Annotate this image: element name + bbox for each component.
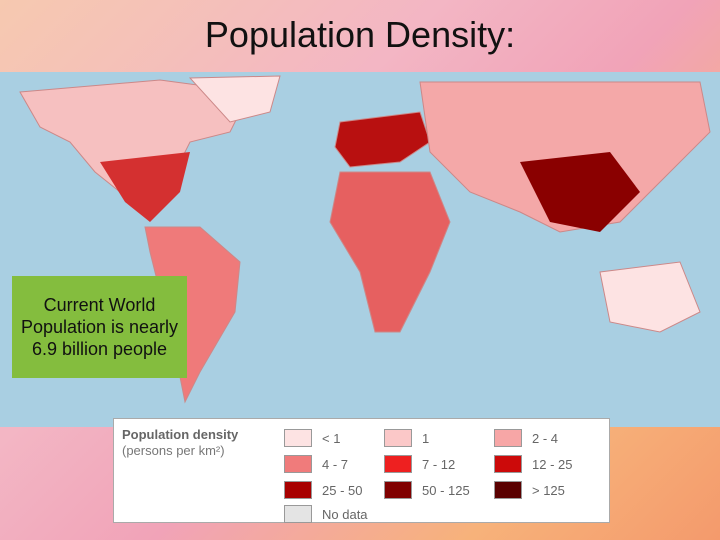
south-america — [144, 226, 241, 404]
legend-label: 25 - 50 — [322, 482, 363, 498]
legend-label: 12 - 25 — [532, 456, 573, 472]
legend-label: 1 — [422, 430, 430, 446]
legend-label: 4 - 7 — [322, 456, 349, 472]
legend-item: 2 - 4 — [494, 429, 558, 447]
legend-item: 25 - 50 — [284, 481, 362, 499]
europe — [334, 111, 431, 168]
legend-item: 12 - 25 — [494, 455, 572, 473]
legend-swatch — [384, 429, 412, 447]
legend: Population density (persons per km²) < 1… — [113, 418, 610, 523]
legend-swatch — [384, 481, 412, 499]
legend-swatch — [284, 481, 312, 499]
legend-swatch — [284, 455, 312, 473]
legend-item: 7 - 12 — [384, 455, 455, 473]
legend-swatch — [284, 505, 312, 523]
legend-label: 50 - 125 — [422, 482, 470, 498]
legend-label: 2 - 4 — [532, 430, 559, 446]
legend-swatch — [284, 429, 312, 447]
legend-item: 4 - 7 — [284, 455, 348, 473]
legend-item: < 1 — [284, 429, 340, 447]
callout: Current World Population is nearly 6.9 b… — [12, 276, 187, 378]
legend-item: 1 — [384, 429, 429, 447]
legend-title: Population density — [122, 427, 239, 442]
legend-swatch — [494, 429, 522, 447]
legend-swatch — [384, 455, 412, 473]
legend-swatch — [494, 455, 522, 473]
asia-dense — [520, 152, 640, 232]
legend-swatch — [494, 481, 522, 499]
greenland — [188, 75, 281, 123]
legend-label: No data — [322, 506, 368, 522]
legend-label: 7 - 12 — [422, 456, 456, 472]
africa — [329, 171, 451, 333]
legend-item: No data — [284, 505, 368, 523]
australia — [599, 261, 701, 333]
slide-title: Population Density: — [204, 14, 516, 55]
legend-subtitle: (persons per km²) — [122, 443, 225, 458]
legend-item: > 125 — [494, 481, 565, 499]
legend-item: 50 - 125 — [384, 481, 470, 499]
legend-label: < 1 — [322, 430, 341, 446]
legend-label: > 125 — [532, 482, 565, 498]
north-america-dense — [100, 152, 190, 222]
